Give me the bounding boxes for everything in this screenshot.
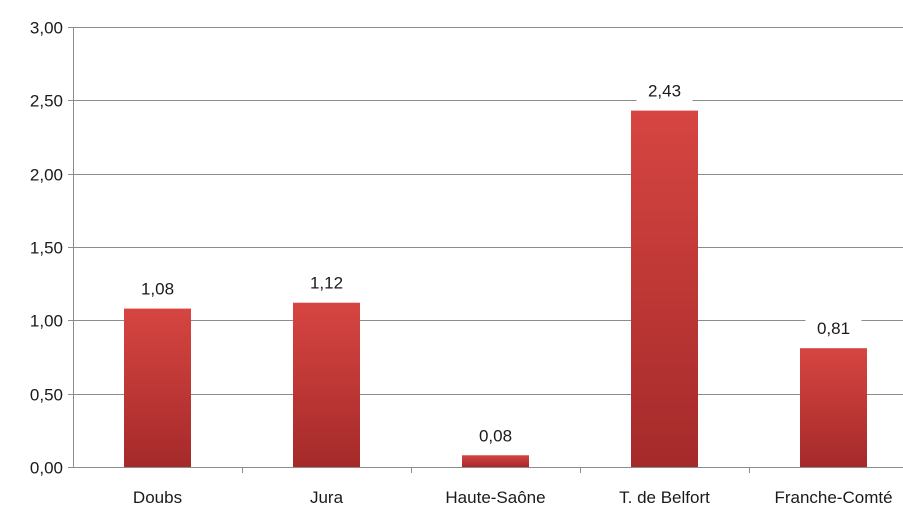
x-category-label: Jura (310, 488, 344, 507)
data-label-background (636, 79, 693, 102)
bars (124, 110, 867, 467)
axes (68, 27, 903, 473)
y-tick-label: 1,00 (30, 312, 63, 331)
x-category-label: Haute-Saône (445, 488, 545, 507)
bar-haute-sa-ne (462, 455, 529, 467)
data-label: 2,43 (648, 82, 681, 101)
bar-jura (293, 302, 360, 467)
data-label: 0,08 (479, 426, 512, 445)
data-label: 1,12 (310, 274, 343, 293)
y-tick-label: 0,50 (30, 386, 63, 405)
data-label: 0,81 (817, 319, 850, 338)
y-tick-label: 2,00 (30, 166, 63, 185)
data-label: 1,08 (141, 280, 174, 299)
data-label-background (298, 271, 355, 294)
y-axis-tick-labels: 0,00 0,50 1,00 1,50 2,00 2,50 3,00 (30, 19, 63, 478)
x-category-label: T. de Belfort (619, 488, 710, 507)
y-tick-label: 2,50 (30, 92, 63, 111)
x-category-label: Doubs (133, 488, 182, 507)
bar-t-de-belfort (631, 110, 698, 467)
y-tick-label: 1,50 (30, 239, 63, 258)
data-labels: 1,08 1,12 0,08 2,43 0,81 (129, 79, 862, 447)
gridlines (73, 27, 903, 395)
x-axis-category-labels: Doubs Jura Haute-Saône T. de Belfort Franche… (133, 488, 893, 507)
y-tick-label: 3,00 (30, 19, 63, 38)
data-label-background (467, 424, 524, 447)
x-category-label: Franche-Comté (774, 488, 892, 507)
y-tick-label: 0,00 (30, 459, 63, 478)
bar-franche-comt- (800, 348, 867, 467)
data-label-background (129, 277, 186, 300)
bar-doubs (124, 308, 191, 467)
data-label-background (805, 317, 862, 340)
